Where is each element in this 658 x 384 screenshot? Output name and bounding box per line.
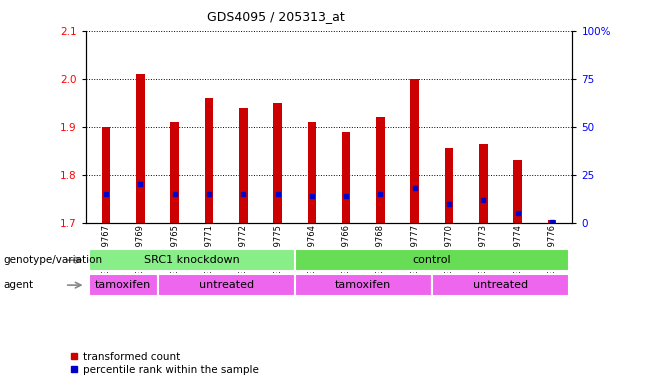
- Bar: [376, 117, 385, 223]
- Text: agent: agent: [3, 280, 34, 290]
- Bar: [136, 74, 145, 223]
- Bar: [307, 122, 316, 223]
- Bar: [342, 132, 351, 223]
- Text: untreated: untreated: [199, 280, 254, 290]
- Bar: [411, 79, 419, 223]
- Bar: [273, 103, 282, 223]
- Text: tamoxifen: tamoxifen: [95, 280, 151, 290]
- Bar: [513, 161, 522, 223]
- Bar: [239, 108, 247, 223]
- Legend: transformed count, percentile rank within the sample: transformed count, percentile rank withi…: [64, 348, 263, 379]
- Bar: [479, 144, 488, 223]
- Text: SRC1 knockdown: SRC1 knockdown: [144, 255, 240, 265]
- Bar: [102, 127, 111, 223]
- Bar: [205, 98, 213, 223]
- Text: genotype/variation: genotype/variation: [3, 255, 103, 265]
- Bar: [89, 249, 295, 271]
- Bar: [295, 274, 432, 296]
- Bar: [170, 122, 179, 223]
- Text: untreated: untreated: [473, 280, 528, 290]
- Text: control: control: [413, 255, 451, 265]
- Bar: [157, 274, 295, 296]
- Bar: [432, 274, 569, 296]
- Text: tamoxifen: tamoxifen: [335, 280, 392, 290]
- Bar: [547, 220, 556, 223]
- Bar: [445, 148, 453, 223]
- Bar: [89, 274, 157, 296]
- Text: GDS4095 / 205313_at: GDS4095 / 205313_at: [207, 10, 345, 23]
- Bar: [295, 249, 569, 271]
